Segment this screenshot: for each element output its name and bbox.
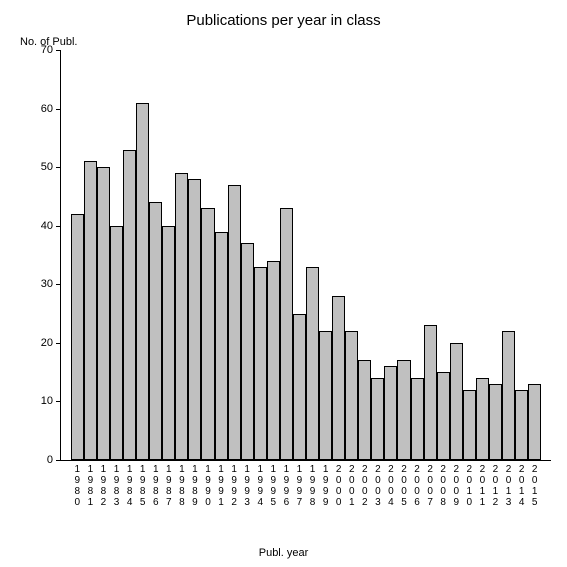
x-tick-label: 1 9 9 3 (244, 464, 250, 508)
bars-group (61, 50, 551, 460)
bar (201, 208, 214, 460)
bar (175, 173, 188, 460)
bar (267, 261, 280, 460)
chart-container: Publications per year in class No. of Pu… (0, 0, 567, 567)
x-tick-label: 2 0 0 4 (388, 464, 394, 508)
bar (306, 267, 319, 460)
y-tick (56, 460, 61, 461)
x-tick-label: 1 9 8 0 (75, 464, 81, 508)
bar (188, 179, 201, 460)
bar (345, 331, 358, 460)
x-tick-label: 1 9 9 0 (205, 464, 211, 508)
y-tick-label: 30 (41, 278, 53, 290)
bar (319, 331, 332, 460)
bar (254, 267, 267, 460)
y-tick-label: 70 (41, 44, 53, 56)
bar (437, 372, 450, 460)
bar (528, 384, 541, 460)
x-tick-label: 1 9 9 4 (257, 464, 263, 508)
x-axis-label: Publ. year (0, 547, 567, 559)
y-tick-label: 40 (41, 220, 53, 232)
x-tick-label: 2 0 0 8 (440, 464, 446, 508)
bar (515, 390, 528, 460)
x-tick-label: 1 9 9 5 (271, 464, 277, 508)
x-tick-label: 1 9 8 6 (153, 464, 159, 508)
bar (293, 314, 306, 460)
x-tick-label: 1 9 9 9 (323, 464, 329, 508)
bar (397, 360, 410, 460)
bar (450, 343, 463, 460)
x-tick-label: 2 0 0 3 (375, 464, 381, 508)
bar (215, 232, 228, 460)
y-tick-label: 20 (41, 337, 53, 349)
x-tick-label: 1 9 8 1 (88, 464, 94, 508)
x-tick-label: 1 9 9 2 (231, 464, 237, 508)
x-tick-label: 1 9 8 3 (114, 464, 120, 508)
y-tick (56, 50, 61, 51)
bar (280, 208, 293, 460)
x-tick-label: 1 9 9 1 (218, 464, 224, 508)
x-tick-label: 1 9 9 7 (297, 464, 303, 508)
bar (358, 360, 371, 460)
x-tick-label: 1 9 8 4 (127, 464, 133, 508)
x-tick-label: 1 9 8 2 (101, 464, 107, 508)
bar (476, 378, 489, 460)
chart-title: Publications per year in class (0, 12, 567, 29)
plot-area: 0102030405060701 9 8 01 9 8 11 9 8 21 9 … (60, 50, 551, 461)
x-tick-label: 2 0 0 9 (453, 464, 459, 508)
x-tick-label: 1 9 9 6 (284, 464, 290, 508)
x-tick-label: 2 0 1 1 (480, 464, 486, 508)
bar (502, 331, 515, 460)
bar (97, 167, 110, 460)
x-tick-label: 2 0 0 1 (349, 464, 355, 508)
bar (110, 226, 123, 460)
x-tick-label: 2 0 1 0 (467, 464, 473, 508)
x-tick-label: 2 0 1 3 (506, 464, 512, 508)
y-tick (56, 226, 61, 227)
y-tick-label: 0 (47, 454, 53, 466)
x-tick-label: 2 0 1 2 (493, 464, 499, 508)
y-tick (56, 401, 61, 402)
x-tick-label: 1 9 9 8 (310, 464, 316, 508)
bar (123, 150, 136, 460)
x-tick-label: 2 0 1 4 (519, 464, 525, 508)
x-tick-label: 1 9 8 9 (192, 464, 198, 508)
bar (71, 214, 84, 460)
bar (162, 226, 175, 460)
bar (241, 243, 254, 460)
y-tick-label: 10 (41, 395, 53, 407)
bar (463, 390, 476, 460)
y-tick (56, 109, 61, 110)
y-tick-label: 50 (41, 161, 53, 173)
x-tick-label: 2 0 0 7 (427, 464, 433, 508)
y-tick (56, 343, 61, 344)
y-tick-label: 60 (41, 103, 53, 115)
bar (384, 366, 397, 460)
y-tick (56, 167, 61, 168)
bar (228, 185, 241, 460)
bar (84, 161, 97, 460)
x-tick-label: 2 0 0 0 (336, 464, 342, 508)
x-tick-label: 1 9 8 5 (140, 464, 146, 508)
x-tick-label: 2 0 1 5 (532, 464, 538, 508)
x-tick-label: 1 9 8 7 (166, 464, 172, 508)
x-tick-label: 1 9 8 8 (179, 464, 185, 508)
bar (411, 378, 424, 460)
bar (149, 202, 162, 460)
bar (371, 378, 384, 460)
x-tick-label: 2 0 0 2 (362, 464, 368, 508)
bar (332, 296, 345, 460)
x-tick-label: 2 0 0 5 (401, 464, 407, 508)
x-tick-label: 2 0 0 6 (414, 464, 420, 508)
bar (136, 103, 149, 460)
bar (424, 325, 437, 460)
y-tick (56, 284, 61, 285)
bar (489, 384, 502, 460)
